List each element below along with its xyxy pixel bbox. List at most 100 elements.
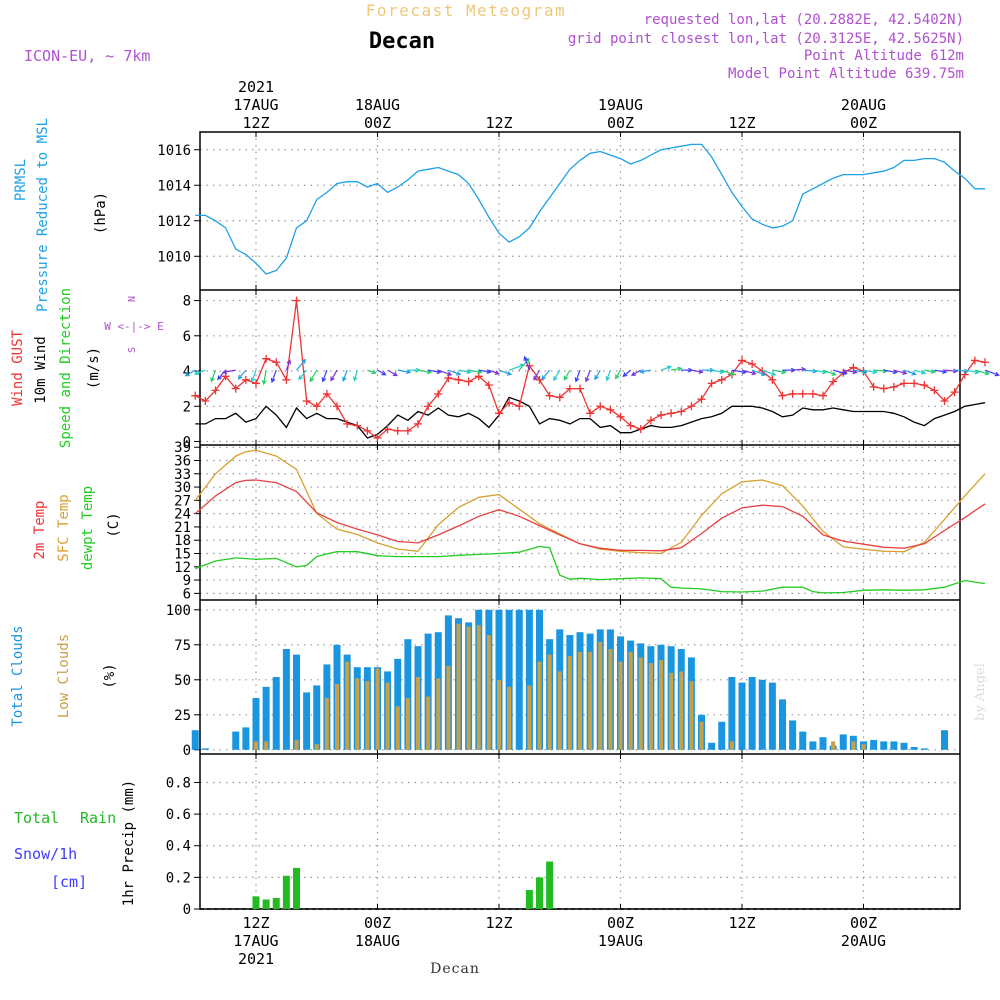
arrow-shaft — [367, 369, 376, 374]
arrow-head — [761, 371, 767, 377]
arrow-head — [541, 375, 546, 381]
gust-marker — [414, 419, 422, 428]
ytick-label: 75 — [174, 638, 191, 654]
total-cloud-bar — [839, 734, 847, 750]
gust-marker — [808, 389, 817, 398]
wind-direction-arrow — [615, 369, 622, 380]
ytick-label: 8 — [183, 294, 191, 310]
arrow-shaft — [660, 366, 671, 371]
gust-marker — [636, 425, 645, 434]
ytick-label: 1010 — [157, 249, 191, 265]
low-cloud-bar — [446, 665, 451, 750]
gust-marker — [738, 356, 746, 365]
arrow-shaft — [792, 368, 806, 371]
arrow-head — [594, 375, 599, 381]
total-cloud-bar — [505, 609, 513, 750]
arrow-head — [605, 376, 611, 382]
gust-line — [194, 300, 986, 439]
time-axis-bottom-label: 00Z — [364, 914, 391, 932]
time-axis-bottom-label: 2021 — [238, 950, 274, 968]
gust-marker — [717, 375, 726, 384]
gust-marker — [677, 407, 686, 416]
arrow-shaft — [984, 369, 999, 376]
footer-location: Decan — [430, 961, 480, 977]
arrow-shaft — [458, 369, 471, 373]
wind-direction-arrow — [594, 369, 601, 381]
gust-marker — [282, 375, 291, 384]
gust-marker — [748, 359, 757, 368]
arrow-head — [342, 376, 347, 382]
arrow-head — [574, 377, 580, 383]
arrow-shaft — [194, 369, 206, 375]
arrow-shaft — [541, 369, 551, 380]
gust-marker — [231, 384, 240, 393]
arrow-head — [553, 376, 558, 382]
gust-marker — [191, 391, 200, 400]
arrow-shaft — [631, 369, 642, 376]
low-cloud-bar — [689, 681, 694, 750]
gust-marker — [616, 412, 625, 421]
wind-direction-arrow — [438, 369, 453, 377]
gust-marker — [920, 381, 929, 390]
time-axis-bottom-label: 20AUG — [841, 932, 886, 950]
total-cloud-bar — [232, 731, 240, 750]
temp-label-2m: 2m Temp — [32, 500, 48, 559]
arrow-shaft — [223, 369, 236, 373]
pressure-label-desc: Pressure Reduced to MSL — [35, 118, 51, 312]
arrow-head — [831, 371, 837, 376]
wind-direction-arrow — [352, 369, 358, 382]
arrow-head — [506, 371, 512, 376]
gust-marker — [373, 433, 382, 442]
wind-direction-arrow — [523, 355, 530, 371]
low-cloud-bar — [486, 635, 491, 750]
wind-direction-arrow — [296, 358, 307, 371]
arrow-head — [921, 369, 927, 375]
gust-marker — [252, 379, 260, 388]
ytick-label: 6 — [183, 586, 191, 602]
gust-marker — [241, 375, 250, 384]
total-cloud-bar — [293, 654, 300, 750]
precip-label-snow: Snow/1h — [14, 845, 77, 863]
arrow-head — [486, 369, 492, 375]
arrow-head — [250, 377, 256, 383]
arrow-shaft — [924, 369, 935, 373]
gust-marker — [383, 425, 392, 434]
arrow-shaft — [330, 369, 338, 381]
ytick-label: 1014 — [157, 178, 191, 194]
total-cloud-bar — [870, 740, 878, 750]
arrow-shaft — [721, 369, 734, 376]
pressure-label-prmsl: PRMSL — [13, 159, 29, 201]
wind-direction-arrow — [270, 369, 277, 384]
arrow-head — [630, 371, 637, 376]
arrow-shaft — [832, 369, 847, 375]
ytick-label: 1012 — [157, 214, 191, 230]
rain-bar — [546, 861, 554, 909]
gust-marker — [687, 402, 696, 411]
arrow-shaft — [478, 369, 491, 373]
wind-direction-arrow — [221, 369, 236, 375]
arrow-shaft — [438, 369, 452, 376]
arrow-head — [447, 371, 453, 377]
ytick-label: 33 — [174, 467, 191, 483]
arrow-head — [270, 377, 276, 384]
clouds-label-unit: (%) — [102, 663, 118, 688]
arrow-shaft — [575, 369, 581, 382]
low-cloud-bar — [598, 642, 603, 750]
gust-marker — [272, 358, 281, 367]
arrow-shaft — [353, 369, 358, 381]
arrow-head — [330, 376, 335, 382]
gust-marker — [981, 358, 989, 367]
ytick-label: 6 — [183, 329, 191, 345]
arrow-head — [666, 365, 672, 370]
ytick-label: 36 — [174, 454, 191, 470]
wind-direction-arrow — [605, 369, 611, 382]
low-cloud-bar — [618, 661, 623, 750]
low-cloud-bar — [345, 661, 350, 750]
arrow-head — [261, 379, 267, 386]
low-cloud-bar — [831, 741, 836, 750]
wind-direction-arrow — [193, 369, 206, 376]
arrow-shaft — [883, 369, 897, 374]
requested-coords: requested lon,lat (20.2882E, 42.5402N) — [644, 12, 964, 28]
arrow-head — [677, 366, 683, 372]
arrow-head — [524, 357, 530, 363]
